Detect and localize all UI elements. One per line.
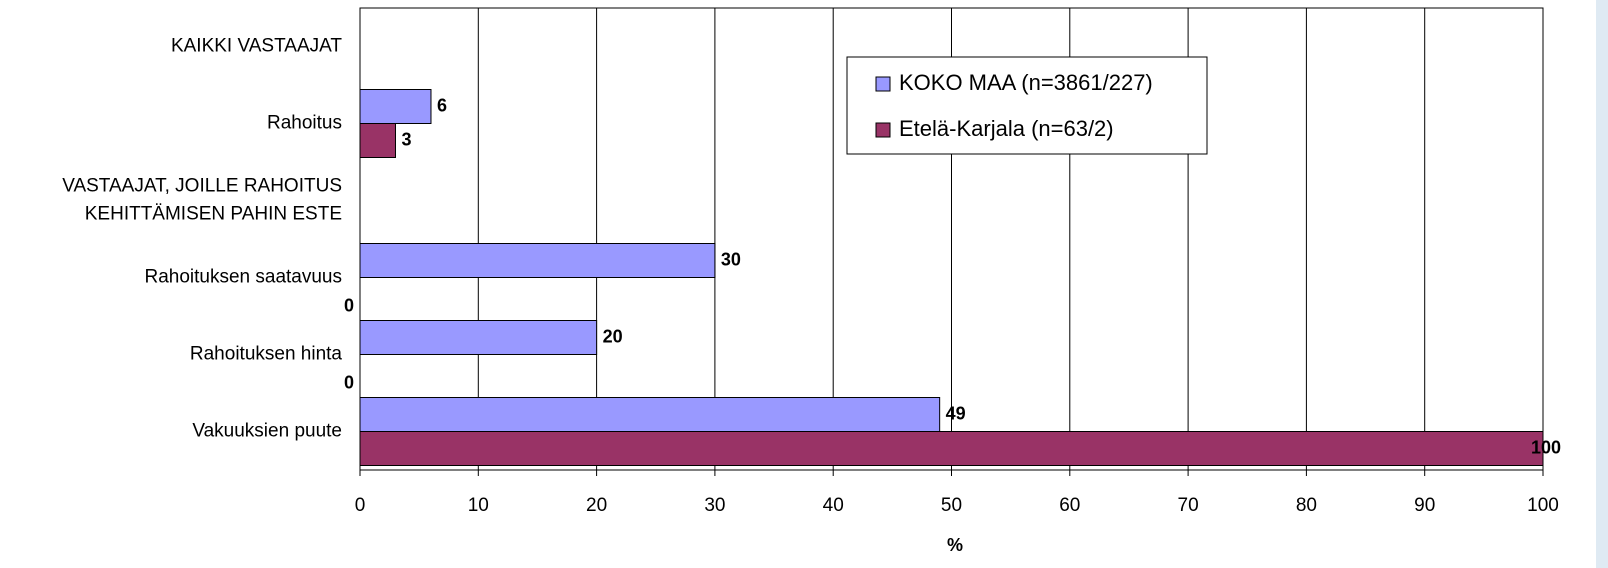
x-tick-label: 50 [941,495,962,516]
bar [359,89,432,124]
value-label: 100 [1531,437,1561,457]
value-label: 20 [603,326,623,346]
x-tick-label: 90 [1414,495,1435,516]
legend-label: KOKO MAA (n=3861/227) [899,70,1153,95]
category-label: KAIKKI VASTAAJAT [171,36,342,57]
x-tick-label: 10 [468,495,489,516]
category-label: Vakuuksien puute [192,421,342,442]
category-label: VASTAAJAT, JOILLE RAHOITUS KEHITTÄMISEN P… [62,176,342,225]
category-label: Rahoituksen hinta [190,344,343,365]
x-tick-label: 60 [1059,495,1080,516]
legend-swatch [875,76,891,92]
value-label: 3 [401,129,411,149]
bar [359,397,941,432]
x-tick-label: 80 [1296,495,1317,516]
x-tick-label: 30 [704,495,725,516]
value-label: 30 [721,249,741,269]
category-label: Rahoitus [267,113,342,134]
legend-swatch [875,122,891,138]
x-tick-label: 70 [1178,495,1199,516]
legend: KOKO MAA (n=3861/227) Etelä-Karjala (n=63… [846,56,1208,155]
category-label: Rahoituksen saatavuus [144,267,342,288]
x-axis-label: % [947,535,963,555]
bar [359,243,716,278]
value-label: 6 [437,95,447,115]
bar [359,431,1544,466]
bar [359,123,396,158]
x-tick-label: 40 [823,495,844,516]
value-label: 0 [344,295,354,315]
x-tick-label: 100 [1527,495,1559,516]
legend-box [846,56,1208,155]
value-label: 49 [946,403,966,423]
x-tick-label: 0 [355,495,366,516]
bar [359,320,598,355]
value-label: 0 [344,372,354,392]
window-edge [1596,0,1608,568]
x-tick-label: 20 [586,495,607,516]
legend-label: Etelä-Karjala (n=63/2) [899,116,1114,141]
